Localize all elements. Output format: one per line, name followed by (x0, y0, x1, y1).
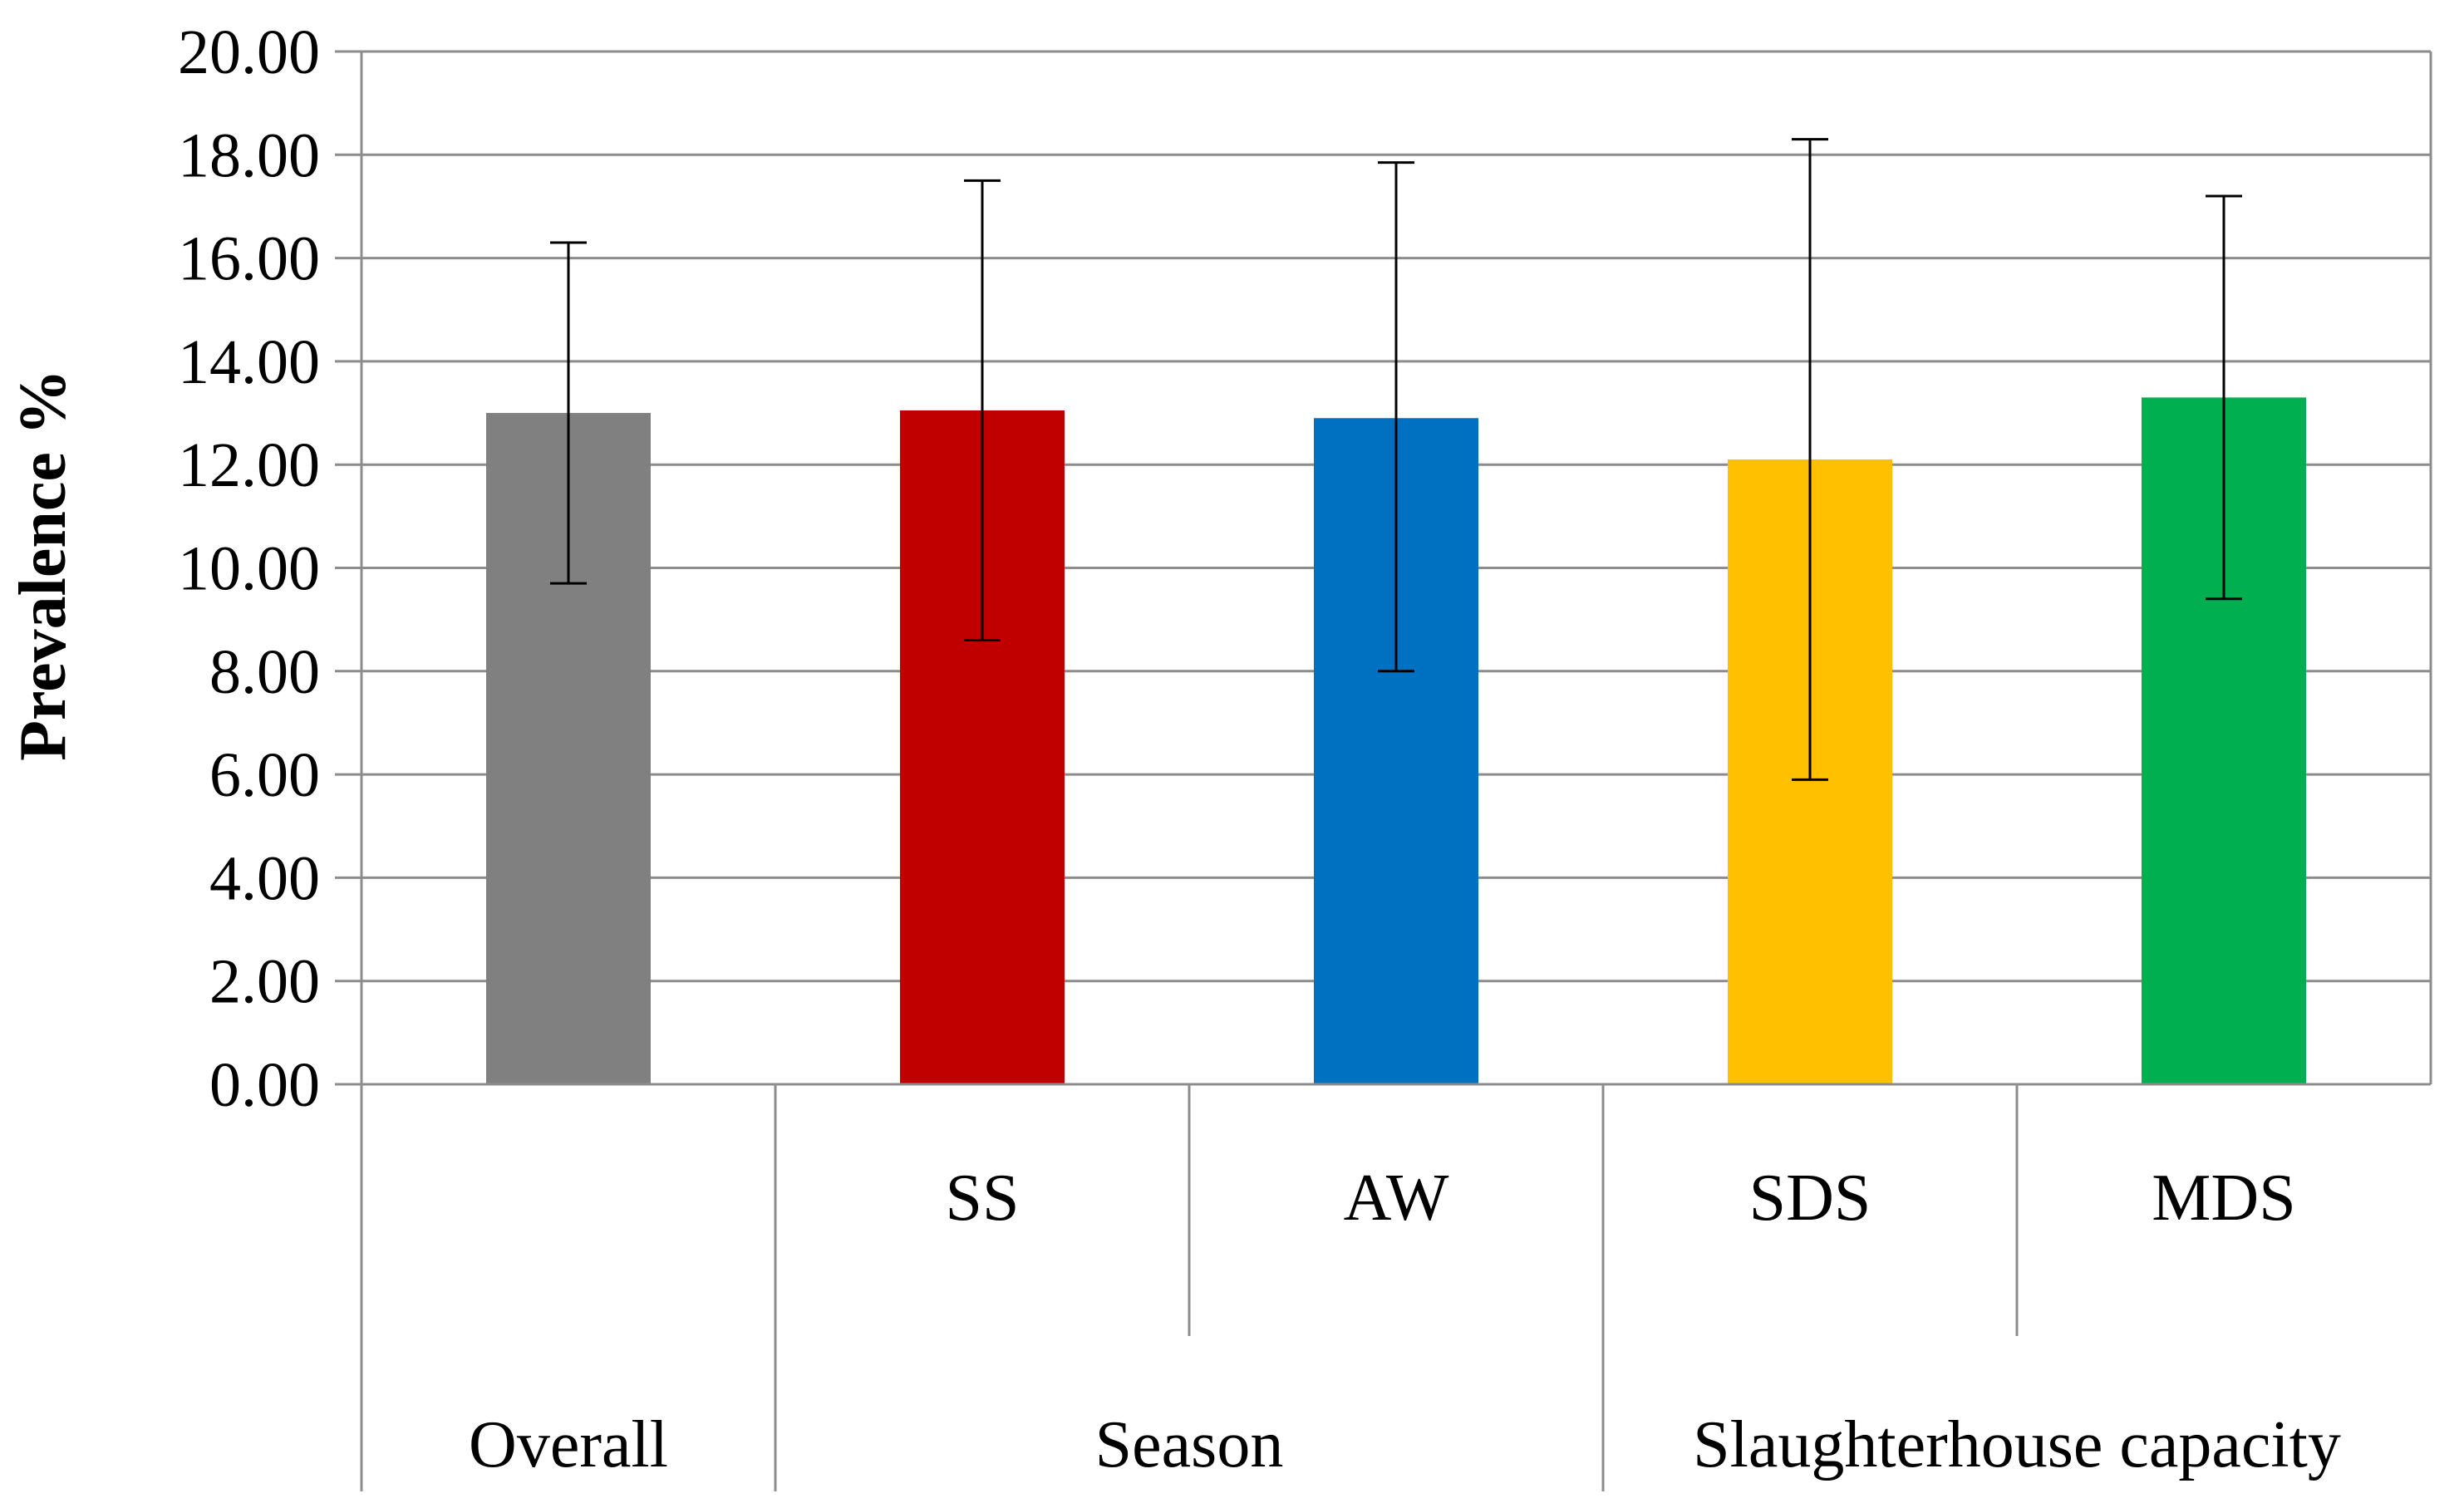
y-tick-label: 16.00 (178, 224, 320, 294)
bar-layer (486, 397, 2306, 1084)
label-layer: 0.00 2.00 4.00 6.00 8.00 10.00 12.00 14.00 16.00… (178, 17, 2341, 1481)
group-label: Season (1095, 1408, 1284, 1481)
error-bar-layer (550, 138, 2242, 781)
y-tick-label: 12.00 (178, 430, 320, 500)
group-label: Slaughterhouse capacity (1693, 1408, 2341, 1481)
y-tick-label: 6.00 (209, 740, 320, 810)
y-tick-label: 10.00 (178, 534, 320, 604)
x-tick-label: MDS (2152, 1162, 2295, 1235)
y-tick-label: 2.00 (209, 947, 320, 1017)
x-tick-label: SDS (1749, 1162, 1871, 1235)
y-tick-label: 18.00 (178, 120, 320, 190)
y-tick-label: 14.00 (178, 327, 320, 397)
x-tick-label: SS (946, 1162, 1020, 1235)
group-label: Overall (469, 1408, 668, 1481)
y-tick-label: 0.00 (209, 1050, 320, 1120)
y-axis-title: Prevalence % (7, 369, 80, 761)
x-tick-label: AW (1344, 1162, 1449, 1235)
axis-layer (335, 52, 2432, 1491)
y-tick-label: 20.00 (178, 17, 320, 87)
y-tick-label: 4.00 (209, 843, 320, 913)
y-tick-label: 8.00 (209, 637, 320, 707)
